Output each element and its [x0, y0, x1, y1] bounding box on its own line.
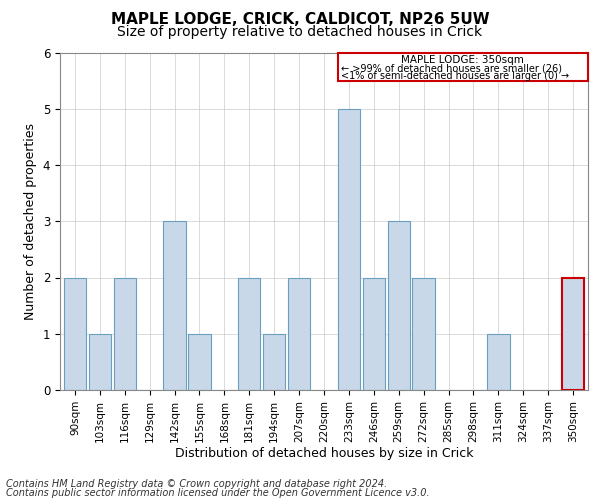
Text: MAPLE LODGE: 350sqm: MAPLE LODGE: 350sqm [401, 55, 524, 65]
Text: <1% of semi-detached houses are larger (0) →: <1% of semi-detached houses are larger (… [341, 71, 569, 81]
Text: ← >99% of detached houses are smaller (26): ← >99% of detached houses are smaller (2… [341, 63, 562, 73]
Text: Contains public sector information licensed under the Open Government Licence v3: Contains public sector information licen… [6, 488, 430, 498]
Text: Size of property relative to detached houses in Crick: Size of property relative to detached ho… [118, 25, 482, 39]
Bar [412, 278, 435, 390]
Bar [487, 334, 509, 390]
Bar [338, 109, 360, 390]
Bar [163, 221, 186, 390]
Bar [562, 278, 584, 390]
Bar [89, 334, 111, 390]
Bar [64, 278, 86, 390]
Bar [188, 334, 211, 390]
Bar [388, 221, 410, 390]
Text: MAPLE LODGE, CRICK, CALDICOT, NP26 5UW: MAPLE LODGE, CRICK, CALDICOT, NP26 5UW [110, 12, 490, 28]
Bar [562, 278, 584, 390]
Bar [362, 278, 385, 390]
X-axis label: Distribution of detached houses by size in Crick: Distribution of detached houses by size … [175, 448, 473, 460]
Y-axis label: Number of detached properties: Number of detached properties [24, 122, 37, 320]
Text: Contains HM Land Registry data © Crown copyright and database right 2024.: Contains HM Land Registry data © Crown c… [6, 479, 387, 489]
Bar [263, 334, 286, 390]
Bar [338, 52, 588, 80]
Bar [238, 278, 260, 390]
Bar [288, 278, 310, 390]
Bar [113, 278, 136, 390]
